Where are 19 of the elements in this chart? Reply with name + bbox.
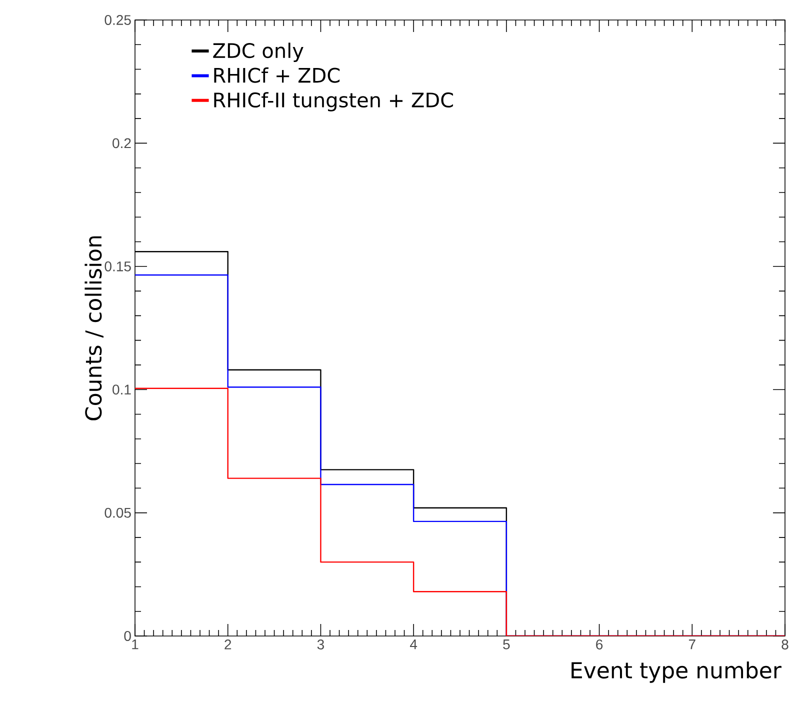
x-tick-label: 2 — [224, 640, 232, 650]
y-tick-label: 0 — [124, 631, 131, 641]
y-tick-label: 0.15 — [104, 261, 131, 272]
x-tick-label: 5 — [503, 640, 510, 650]
legend-label: ZDC only — [213, 42, 304, 62]
y-tick-label: 0.1 — [112, 384, 131, 395]
x-tick-label: 1 — [132, 640, 138, 650]
legend-label: RHICf + ZDC — [214, 67, 340, 83]
x-tick-label: 6 — [596, 640, 603, 650]
y-axis-title: Counts / collision — [84, 236, 104, 420]
y-tick-label: 0.05 — [104, 508, 131, 518]
y-tick-label: 0.25 — [104, 15, 131, 25]
x-tick-label: 8 — [782, 640, 788, 650]
x-tick-label: 3 — [317, 640, 324, 650]
x-axis-title: Event type number — [572, 662, 782, 683]
legend-label: RHICf-II tungsten + ZDC — [214, 92, 453, 112]
x-tick-label: 4 — [410, 640, 418, 650]
y-tick-label: 0.2 — [112, 138, 131, 148]
x-tick-label: 7 — [688, 640, 696, 650]
